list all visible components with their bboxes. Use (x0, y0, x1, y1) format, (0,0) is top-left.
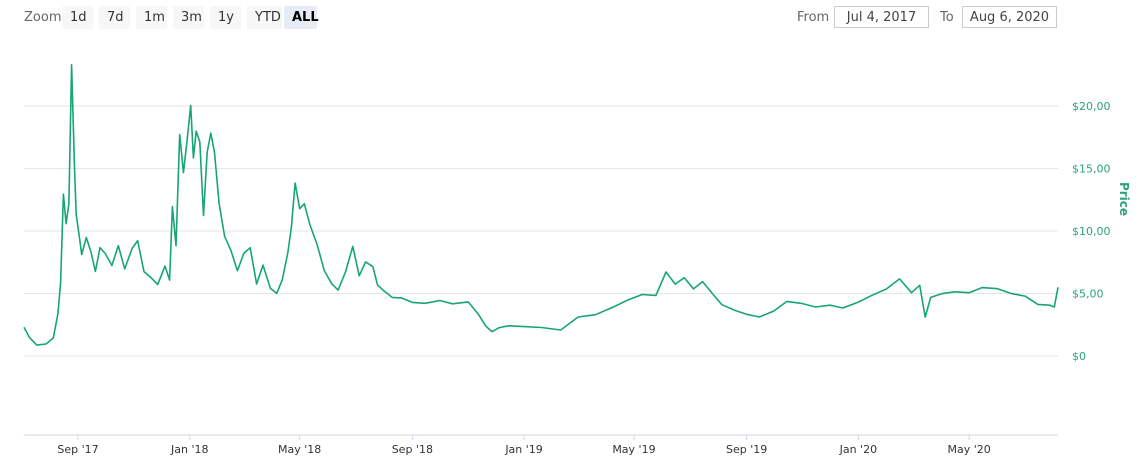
y-tick-label: $0 (1072, 350, 1086, 363)
x-tick-label: Jan '20 (839, 443, 877, 456)
zoom-all-button[interactable]: ALL (284, 6, 319, 29)
x-tick-label: Jan '18 (170, 443, 208, 456)
x-tick-label: Sep '17 (57, 443, 98, 456)
grid-lines (24, 105, 1058, 357)
zoom-1d-button[interactable]: 1d (62, 6, 93, 29)
to-date-input[interactable] (962, 6, 1057, 28)
zoom-1m-button[interactable]: 1m (136, 6, 167, 29)
y-tick-label: $15,00 (1072, 163, 1111, 176)
x-tick-label: Sep '18 (392, 443, 433, 456)
x-tick-label: May '20 (948, 443, 991, 456)
x-axis-ticks: Sep '17 Jan '18 May '18 Sep '18 Jan '19 May '… (57, 435, 991, 456)
y-axis-title: Price (1117, 182, 1131, 216)
y-tick-label: $10,00 (1072, 225, 1111, 238)
to-label: To (940, 10, 954, 25)
from-date-input[interactable] (834, 6, 929, 28)
x-tick-label: May '18 (278, 443, 321, 456)
y-tick-label: $5,00 (1072, 288, 1104, 301)
price-series-line[interactable] (23, 64, 1059, 346)
x-tick-label: Sep '19 (726, 443, 767, 456)
range-selector-toolbar: Zoom 1d 7d 1m 3m 1y YTD ALL From To (0, 0, 1138, 34)
zoom-7d-button[interactable]: 7d (99, 6, 130, 29)
zoom-label: Zoom (24, 10, 62, 25)
zoom-3m-button[interactable]: 3m (173, 6, 204, 29)
zoom-1y-button[interactable]: 1y (210, 6, 241, 29)
x-tick-label: May '19 (612, 443, 655, 456)
from-label: From (797, 10, 830, 25)
x-tick-label: Jan '19 (504, 443, 542, 456)
y-axis-ticks: $0 $5,00 $10,00 $15,00 $20,00 (1072, 100, 1111, 363)
y-tick-label: $20,00 (1072, 100, 1111, 113)
zoom-ytd-button[interactable]: YTD (247, 6, 282, 29)
